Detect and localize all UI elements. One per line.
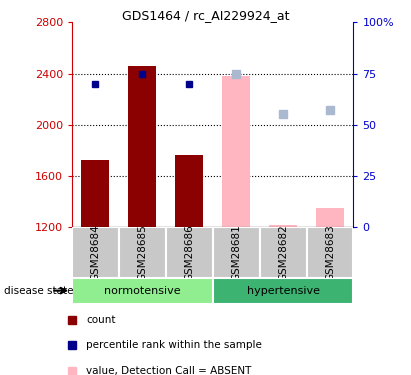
Bar bbox=[307, 227, 353, 278]
Text: GSM28683: GSM28683 bbox=[325, 224, 335, 280]
Bar bbox=[72, 227, 119, 278]
Text: hypertensive: hypertensive bbox=[247, 286, 320, 296]
Bar bbox=[213, 227, 260, 278]
Bar bbox=[72, 278, 213, 304]
Text: normotensive: normotensive bbox=[104, 286, 180, 296]
Text: GDS1464 / rc_AI229924_at: GDS1464 / rc_AI229924_at bbox=[122, 9, 289, 22]
Bar bbox=[260, 227, 307, 278]
Text: value, Detection Call = ABSENT: value, Detection Call = ABSENT bbox=[86, 366, 252, 375]
Bar bbox=[81, 160, 109, 227]
Bar bbox=[128, 66, 156, 227]
Bar bbox=[175, 155, 203, 227]
Text: count: count bbox=[86, 315, 116, 325]
Text: GSM28684: GSM28684 bbox=[90, 224, 100, 280]
Text: GSM28686: GSM28686 bbox=[184, 224, 194, 280]
Bar bbox=[213, 278, 353, 304]
Text: GSM28685: GSM28685 bbox=[137, 224, 147, 280]
Text: disease state: disease state bbox=[4, 286, 74, 296]
Bar bbox=[269, 225, 297, 227]
Text: GSM28682: GSM28682 bbox=[278, 224, 288, 280]
Bar bbox=[316, 208, 344, 227]
Text: percentile rank within the sample: percentile rank within the sample bbox=[86, 340, 262, 351]
Bar bbox=[166, 227, 213, 278]
Bar bbox=[119, 227, 166, 278]
Text: GSM28681: GSM28681 bbox=[231, 224, 241, 280]
Bar bbox=[222, 76, 250, 227]
